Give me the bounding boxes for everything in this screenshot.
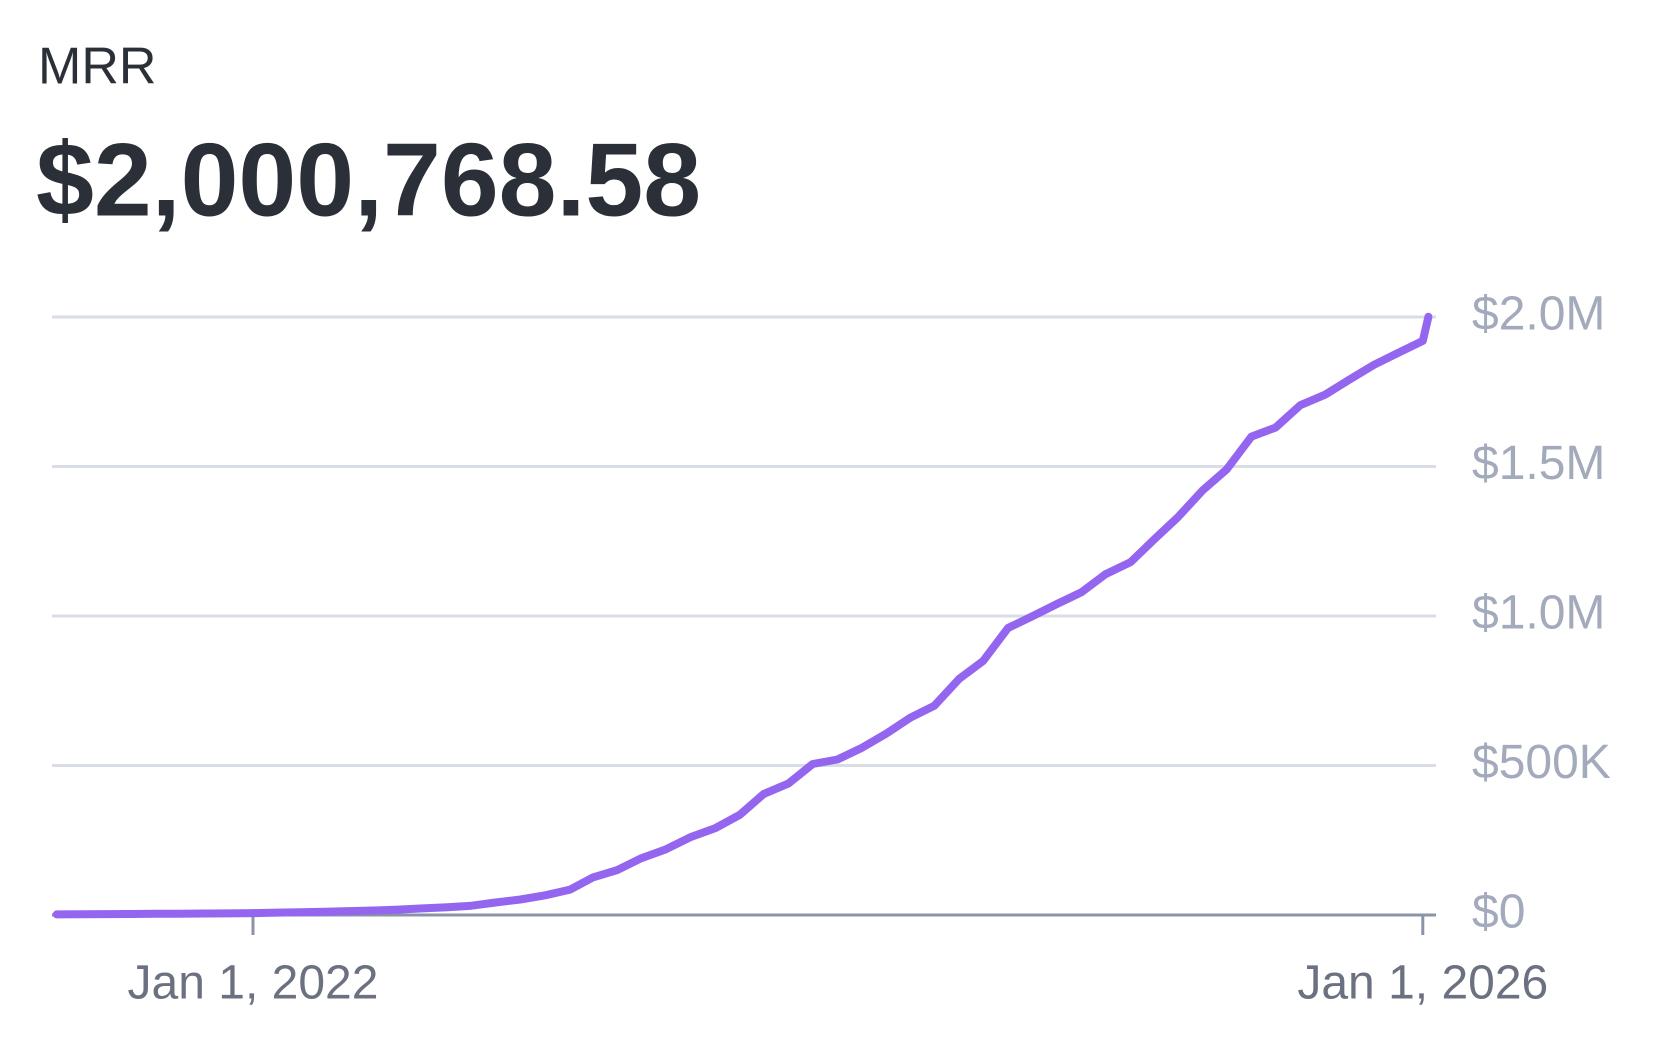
y-tick-label: $0 xyxy=(1472,886,1525,939)
line xyxy=(52,312,1433,919)
y-tick-label: $1.0M xyxy=(1472,587,1605,640)
x-tick-label: Jan 1, 2022 xyxy=(128,957,379,1010)
chart-subtitle: $2,000,768.58 xyxy=(36,122,701,238)
y-tick-label: $2.0M xyxy=(1472,288,1605,341)
y-tick-label: $1.5M xyxy=(1472,437,1605,490)
x-tick-label: Jan 1, 2026 xyxy=(1297,957,1548,1010)
chart-title: MRR xyxy=(38,38,156,96)
y-tick-label: $500K xyxy=(1472,736,1611,789)
